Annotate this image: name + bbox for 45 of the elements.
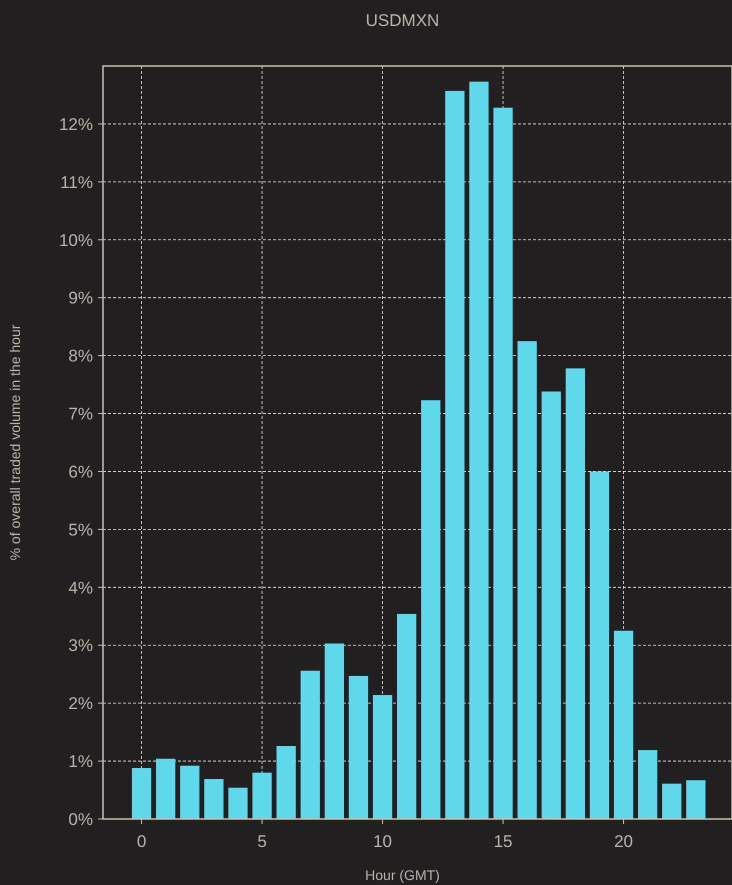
bar (204, 779, 224, 819)
x-tick-label: 20 (614, 832, 634, 851)
bar (276, 746, 296, 819)
y-tick-label: 0% (68, 810, 93, 829)
bar (493, 108, 513, 819)
bar (300, 670, 320, 819)
bar (397, 614, 416, 819)
bar (469, 82, 489, 819)
bar (252, 772, 272, 819)
x-tick-label: 15 (494, 832, 513, 851)
bar (590, 471, 610, 819)
y-tick-label: 3% (68, 636, 93, 656)
bar (686, 780, 706, 819)
y-tick-label: 5% (68, 520, 93, 540)
y-tick-label: 11% (60, 172, 93, 192)
bar (324, 643, 344, 819)
x-tick-label: 10 (373, 832, 392, 851)
chart-title: USDMXN (366, 11, 440, 30)
bar (445, 90, 464, 819)
bar (132, 768, 152, 819)
y-tick-label: 2% (68, 694, 93, 714)
bar (662, 784, 682, 819)
bar (614, 630, 634, 819)
bar (180, 766, 200, 819)
y-axis-title: % of overall traded volume in the hour (7, 324, 23, 560)
x-axis-title: Hour (GMT) (365, 867, 440, 883)
y-tick-label: 4% (68, 578, 93, 598)
y-tick-label: 10% (58, 230, 93, 250)
y-tick-label: 9% (68, 288, 93, 308)
bar (421, 400, 440, 819)
x-tick-label: 5 (257, 832, 267, 851)
y-tick-label: 7% (68, 404, 93, 424)
bar (156, 758, 176, 819)
y-tick-label: 6% (68, 462, 93, 482)
bar (542, 392, 561, 819)
bar (638, 750, 658, 819)
y-tick-label: 1% (68, 752, 93, 772)
bar (566, 368, 585, 819)
x-tick-label: 0 (136, 832, 146, 851)
bar (228, 788, 248, 819)
bar (372, 695, 392, 819)
y-tick-label: 12% (58, 114, 93, 134)
bar (348, 676, 368, 819)
bar (518, 341, 537, 819)
y-tick-label: 8% (68, 346, 93, 366)
